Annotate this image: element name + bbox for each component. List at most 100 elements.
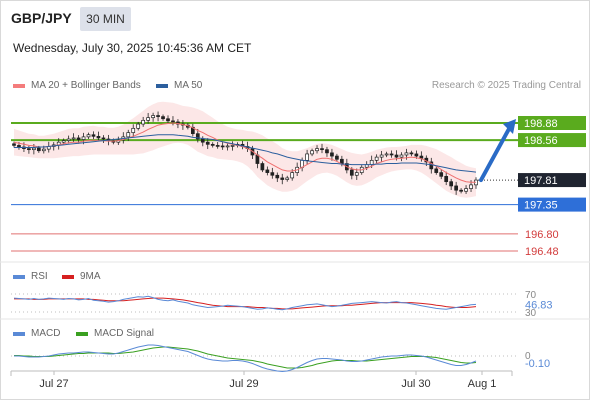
candle-bullish <box>61 140 66 143</box>
candle-bullish <box>354 172 359 176</box>
macd-panel: 0-0.10 <box>11 344 550 373</box>
candle-bearish <box>280 177 285 180</box>
candle-bullish <box>310 150 314 155</box>
level-label-198.56: 198.56 <box>524 135 558 147</box>
candle <box>131 124 136 138</box>
level-tag-197.35 <box>518 197 586 212</box>
candle-bearish <box>419 155 424 159</box>
legend-label: MACD <box>31 328 61 339</box>
candle-bullish <box>136 123 141 129</box>
candle <box>210 142 215 148</box>
candle-bearish <box>161 116 165 120</box>
x-tick-label: Jul 29 <box>229 378 258 390</box>
ma50-swatch <box>156 83 168 88</box>
candle-bullish <box>230 145 235 147</box>
macd-line <box>14 344 477 373</box>
candle-bullish <box>285 177 290 180</box>
candle <box>310 148 314 157</box>
candle-bearish <box>190 126 195 135</box>
candle-bullish <box>146 117 150 121</box>
candle-bearish <box>439 172 444 177</box>
candle-bearish <box>454 185 458 191</box>
candle-bearish <box>270 172 275 176</box>
bollinger-bands <box>14 101 476 198</box>
candle-bullish <box>374 156 379 161</box>
legend-label: MACD Signal <box>94 328 155 339</box>
key-levels: 198.88 198.56 197.35 196.80 196.48 197.81 <box>11 116 586 258</box>
candle <box>230 141 235 151</box>
candle <box>146 112 150 124</box>
candle <box>270 167 275 179</box>
candle <box>409 150 414 157</box>
candle <box>141 116 146 127</box>
x-axis: Jul 27 Jul 29 Jul 30 Aug 1 <box>10 371 513 390</box>
candle <box>220 141 225 150</box>
level-label-198.88: 198.88 <box>524 118 558 130</box>
candle-bearish <box>414 153 419 157</box>
candle-bearish <box>275 174 280 179</box>
current-price-tag <box>518 173 586 188</box>
candle-bullish <box>71 137 76 140</box>
candle <box>449 178 454 190</box>
candle <box>374 154 379 165</box>
legend-rsi: RSI <box>13 271 48 282</box>
candle-bearish <box>166 118 170 122</box>
candle-bearish <box>459 189 463 192</box>
timeframe-badge[interactable]: 30 MIN <box>80 7 131 31</box>
candle-bearish <box>96 135 101 139</box>
legend-macd-signal: MACD Signal <box>76 328 154 339</box>
macd-signal-swatch <box>76 331 88 336</box>
candle-bearish <box>394 154 399 158</box>
level-label-196.80: 196.80 <box>525 229 559 241</box>
candle-bearish <box>27 148 31 151</box>
candle-bullish <box>66 138 71 141</box>
candle-bearish <box>12 143 16 146</box>
candle-bullish <box>399 154 404 158</box>
candle-bearish <box>215 145 220 147</box>
candle <box>454 181 458 195</box>
legend-9ma: 9MA <box>62 271 101 282</box>
candle-bearish <box>434 168 439 173</box>
candle-bullish <box>404 152 409 156</box>
ma50-line <box>14 134 477 173</box>
moving-averages <box>13 122 477 183</box>
candle <box>399 152 404 162</box>
candle <box>384 151 389 158</box>
candle <box>166 115 170 124</box>
candle-bullish <box>464 188 468 192</box>
rsi-swatch <box>13 274 25 279</box>
candle-bearish <box>409 152 414 155</box>
candle-bullish <box>469 184 473 189</box>
candle <box>320 143 324 154</box>
candle <box>439 169 444 180</box>
candle <box>305 149 309 166</box>
candle-bearish <box>260 163 265 171</box>
candle <box>285 175 290 182</box>
candle-bearish <box>156 115 160 117</box>
price-projection <box>479 119 516 183</box>
candle <box>126 129 131 141</box>
candle-bearish <box>195 133 200 140</box>
legend-label: MA 20 + Bollinger Bands <box>31 80 141 91</box>
ma20-swatch <box>13 83 25 88</box>
x-tick-label: Aug 1 <box>468 378 497 390</box>
candle-bearish <box>335 155 339 160</box>
candle-bearish <box>210 143 215 146</box>
candle <box>86 132 91 139</box>
macd-swatch <box>13 331 25 336</box>
legend-ma20-bollinger: MA 20 + Bollinger Bands <box>13 80 141 91</box>
candle-bullish <box>131 127 136 133</box>
candle-bullish <box>290 172 295 179</box>
candle <box>459 188 463 194</box>
candle <box>325 146 329 157</box>
candle <box>101 135 106 144</box>
candle-bearish <box>36 147 41 152</box>
level-tag-198.56 <box>518 133 586 148</box>
candle <box>379 150 384 162</box>
candle <box>260 161 265 173</box>
current-price-label: 197.81 <box>524 175 558 187</box>
candle <box>71 133 76 143</box>
x-tick-label: Jul 27 <box>39 378 68 390</box>
